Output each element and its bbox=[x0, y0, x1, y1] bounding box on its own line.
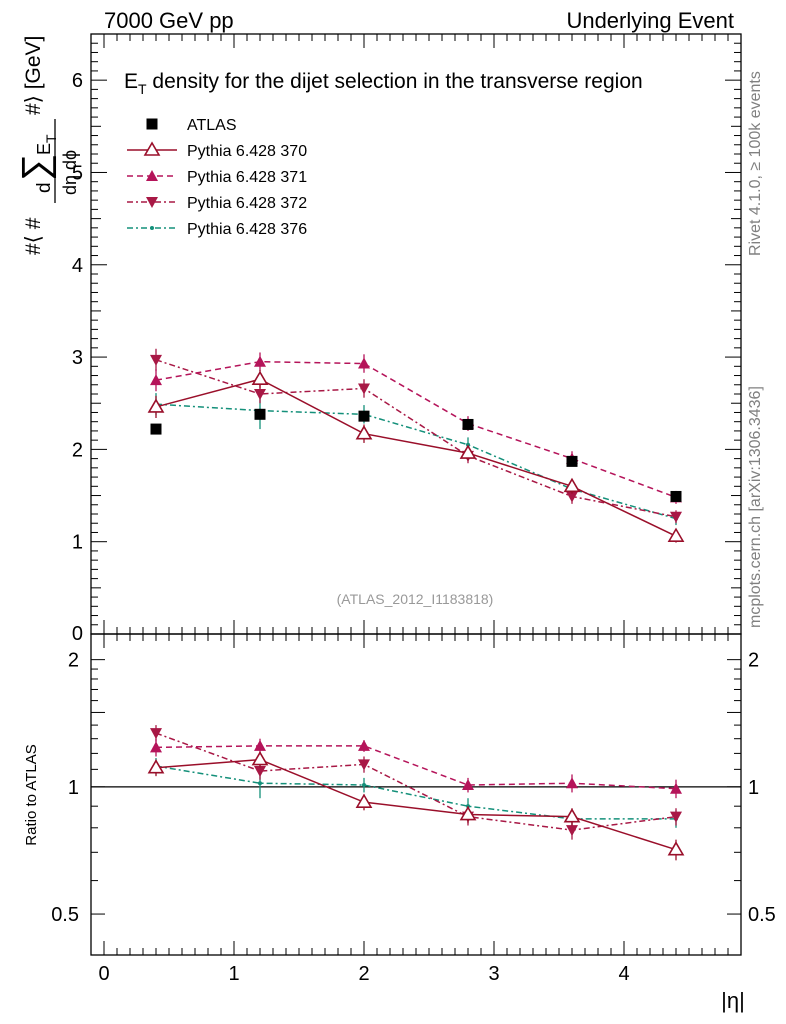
analysis-tag: (ATLAS_2012_I1183818) bbox=[337, 591, 494, 607]
main-pythia-6-428-370-point bbox=[563, 477, 581, 493]
x-tick-label: 3 bbox=[488, 963, 499, 985]
main-atlas-point bbox=[150, 423, 162, 435]
main-pythia-6-428-372-point bbox=[150, 354, 162, 366]
main-pythia-6-428-372-line bbox=[155, 359, 677, 518]
ratio-pythia-6-428-372-point bbox=[254, 766, 266, 778]
y-label-close: #⟩ [GeV] bbox=[22, 36, 45, 115]
main-pythia-6-428-370-point bbox=[355, 425, 373, 440]
ratio-pythia-6-428-370-point bbox=[667, 841, 685, 856]
y-tick-label: 0 bbox=[72, 623, 83, 645]
ratio-y-tick-label-left: 1 bbox=[68, 777, 79, 799]
main-pythia-6-428-370-point bbox=[459, 444, 477, 459]
main-atlas-point bbox=[254, 408, 266, 420]
ratio-pythia-6-428-372-point bbox=[358, 759, 370, 771]
ratio-pythia-6-428-372-point bbox=[566, 825, 578, 837]
legend-pythia-6-428-376-marker bbox=[150, 226, 154, 230]
ratio-pythia-6-428-372-line bbox=[155, 732, 677, 831]
main-pythia-6-428-370-point bbox=[667, 527, 685, 542]
chart-title: ET density for the dijet selection in th… bbox=[124, 70, 643, 97]
main-pythia-6-428-371-point bbox=[150, 374, 162, 386]
x-tick-label: 1 bbox=[228, 963, 239, 985]
ratio-pythia-6-428-372-point bbox=[670, 811, 682, 823]
legend-pythia-6-428-371-marker bbox=[146, 170, 158, 181]
ratio-pythia-6-428-372-point bbox=[150, 728, 162, 740]
legend-pythia-6-428-372-label: Pythia 6.428 372 bbox=[187, 195, 307, 212]
legend-atlas-label: ATLAS bbox=[187, 117, 237, 134]
legend-pythia-6-428-376-label: Pythia 6.428 376 bbox=[187, 221, 307, 238]
y-tick-label: 2 bbox=[72, 439, 83, 461]
main-pythia-6-428-370-point bbox=[147, 398, 165, 413]
main-pythia-6-428-372-point bbox=[670, 511, 682, 523]
main-pythia-6-428-372-point bbox=[358, 383, 370, 395]
y-tick-label: 3 bbox=[72, 347, 83, 369]
main-pythia-6-428-370-line bbox=[155, 378, 677, 537]
ratio-pythia-6-428-371-point bbox=[670, 782, 682, 794]
legend: ATLAS Pythia 6.428 370 Pythia 6.428 371 Pyt… bbox=[127, 117, 307, 238]
ratio-pythia-6-428-376-point bbox=[362, 783, 366, 788]
ratio-panel: 0 1 2 3 4 0.5 0.5 1 1 2 2 Ratio to ATLAS |η| bbox=[23, 633, 776, 1013]
ratio-y-tick-label-right: 2 bbox=[748, 650, 759, 672]
ratio-pythia-6-428-371-point bbox=[150, 741, 162, 753]
main-pythia-6-428-372-point bbox=[254, 389, 266, 400]
x-tick-label: 4 bbox=[618, 963, 629, 985]
ratio-pythia-6-428-376-line bbox=[155, 765, 676, 820]
ratio-pythia-6-428-370-point bbox=[459, 805, 477, 821]
legend-pythia-6-428-370-label: Pythia 6.428 370 bbox=[187, 143, 307, 160]
y-tick-label: 1 bbox=[72, 532, 83, 554]
header-left: 7000 GeV pp bbox=[104, 8, 234, 33]
x-tick-label: 0 bbox=[98, 963, 109, 985]
y-label-d: d bbox=[34, 182, 55, 193]
ratio-pythia-6-428-370-line bbox=[155, 758, 677, 851]
ratio-pythia-6-428-370-point bbox=[251, 751, 269, 766]
y-label-denominator: dη dϕ bbox=[60, 150, 80, 195]
main-pythia-6-428-376-line bbox=[155, 403, 677, 520]
main-atlas-point bbox=[670, 490, 682, 502]
main-atlas-point bbox=[462, 418, 474, 430]
main-pythia-6-428-370-point bbox=[251, 370, 269, 386]
main-panel: 0 1 2 3 4 5 6 ET density for the dijet selectio… bbox=[15, 33, 742, 645]
ratio-pythia-6-428-371-point bbox=[462, 779, 474, 791]
header-right: Underlying Event bbox=[566, 8, 734, 33]
legend-atlas-marker bbox=[146, 118, 158, 130]
legend-pythia-6-428-370-marker bbox=[143, 141, 161, 156]
x-axis-label: |η| bbox=[721, 988, 745, 1013]
y-tick-label: 6 bbox=[72, 70, 83, 92]
main-pythia-6-428-371-point bbox=[254, 355, 266, 367]
legend-pythia-6-428-371-label: Pythia 6.428 371 bbox=[187, 169, 307, 186]
main-atlas-point bbox=[358, 410, 370, 422]
ratio-pythia-6-428-371-point bbox=[566, 777, 578, 789]
ratio-y-tick-label-right: 0.5 bbox=[748, 904, 776, 926]
ratio-pythia-6-428-370-point bbox=[147, 759, 165, 774]
y-tick-label: 5 bbox=[72, 162, 83, 184]
ratio-pythia-6-428-376-point bbox=[258, 781, 262, 786]
ratio-frame bbox=[90, 633, 742, 956]
ratio-y-tick-label-left: 0.5 bbox=[51, 904, 79, 926]
ratio-pythia-6-428-371-point bbox=[358, 739, 370, 751]
main-pythia-6-428-372-point bbox=[566, 491, 578, 503]
ratio-y-tick-label-left: 2 bbox=[68, 650, 79, 672]
main-atlas-point bbox=[566, 455, 578, 467]
ratio-pythia-6-428-370-point bbox=[355, 793, 373, 808]
main-pythia-6-428-371-point bbox=[358, 357, 370, 369]
ratio-y-axis-label: Ratio to ATLAS bbox=[23, 744, 40, 845]
y-tick-label: 4 bbox=[72, 255, 83, 277]
ratio-pythia-6-428-371-point bbox=[254, 739, 266, 751]
ratio-pythia-6-428-371-line bbox=[155, 745, 677, 790]
y-label-sum: ∑ bbox=[15, 154, 57, 181]
x-tick-label: 2 bbox=[358, 963, 369, 985]
y-label-e: E bbox=[34, 143, 54, 155]
y-label-open: #⟨ # bbox=[22, 217, 45, 255]
ratio-pythia-6-428-370-point bbox=[563, 808, 581, 823]
legend-pythia-6-428-372-marker bbox=[146, 197, 158, 208]
ratio-y-tick-label-right: 1 bbox=[748, 777, 759, 799]
y-label-t: T bbox=[43, 134, 59, 143]
